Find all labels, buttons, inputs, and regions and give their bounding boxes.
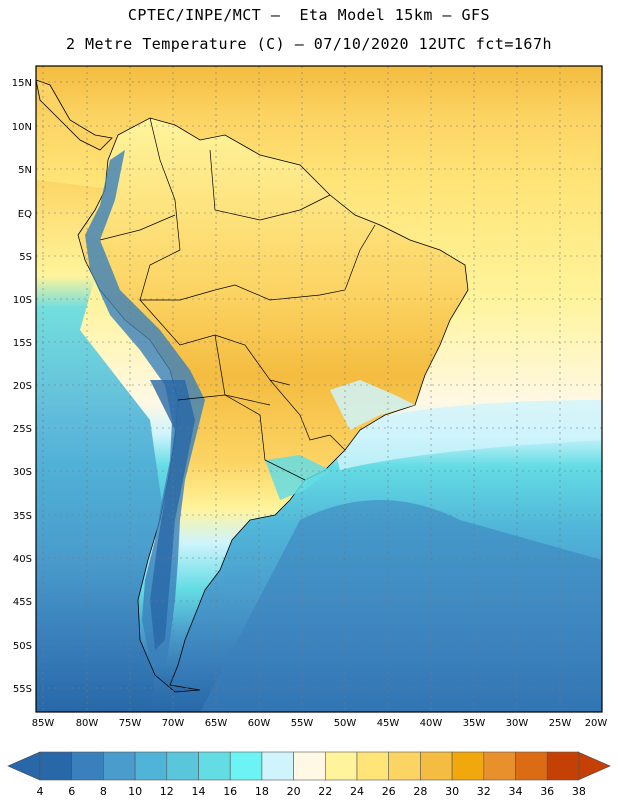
colorbar-segment: [324, 751, 358, 781]
andes-cold-region: [85, 150, 205, 670]
colorbar-segment: [546, 751, 580, 781]
colorbar-label: 14: [192, 785, 206, 798]
lon-label: 80W: [76, 718, 99, 729]
lon-label: 55W: [291, 718, 314, 729]
lat-label: 10N: [12, 122, 32, 133]
colorbar-label: 30: [445, 785, 459, 798]
lat-label: 5S: [19, 252, 32, 263]
colorbar-segment: [388, 751, 421, 781]
lat-label: 10S: [13, 295, 32, 306]
south-atlantic-cold-band: [200, 500, 602, 712]
southern-andes-coldest: [150, 380, 195, 650]
lat-label: 50S: [13, 641, 32, 652]
longitude-labels: 85W 80W 75W 70W 65W 60W 55W 50W 45W 40W …: [32, 718, 608, 729]
colorbar-label: 26: [382, 785, 396, 798]
colorbar-label: 38: [572, 785, 586, 798]
lon-label: 70W: [162, 718, 185, 729]
colorbar-label: 32: [477, 785, 491, 798]
lon-label: 25W: [549, 718, 572, 729]
colorbar-label: 24: [350, 785, 364, 798]
colorbar-label: 22: [318, 785, 332, 798]
colorbar-segment: [134, 751, 168, 781]
colorbar-segment: [71, 751, 104, 781]
colorbar-label: 12: [160, 785, 174, 798]
colorbar-label: 34: [509, 785, 523, 798]
lon-label: 20W: [585, 718, 608, 729]
colorbar-segment: [39, 751, 73, 781]
atlantic-cool-band: [330, 400, 602, 470]
latitude-labels: 15N 10N 5N EQ 5S 10S 15S 20S 25S 30S 35S…: [12, 78, 32, 695]
lon-label: 45W: [377, 718, 400, 729]
colorbar-segment: [420, 751, 453, 781]
lat-label: 45S: [13, 597, 32, 608]
southeast-brazil-cool: [330, 380, 415, 430]
colorbar-segment: [483, 751, 516, 781]
colorbar-label: 16: [223, 785, 237, 798]
lon-label: 50W: [334, 718, 357, 729]
graticule: [36, 66, 602, 712]
lat-label: 35S: [13, 511, 32, 522]
colorbar-under-arrow: [7, 751, 41, 781]
lon-label: 65W: [205, 718, 228, 729]
colorbar-label: 8: [100, 785, 107, 798]
lon-label: 35W: [463, 718, 486, 729]
colorbar-segment: [451, 751, 485, 781]
lat-label: 15N: [12, 78, 32, 89]
colorbar-segment: [515, 751, 548, 781]
colorbar-segment: [166, 751, 199, 781]
colorbar-over-arrow: [577, 751, 611, 781]
colorbar-segment: [261, 751, 294, 781]
colorbar-label: 36: [540, 785, 554, 798]
colorbar-label: 28: [413, 785, 427, 798]
lat-label: 15S: [13, 338, 32, 349]
temperature-colorbar: [7, 751, 611, 781]
pacific-ocean-field: [36, 180, 170, 712]
colorbar-label: 6: [68, 785, 75, 798]
lat-label: 40S: [13, 554, 32, 565]
lat-label: 25S: [13, 424, 32, 435]
map-subtitle: 2 Metre Temperature (C) – 07/10/2020 12U…: [65, 35, 553, 53]
lon-label: 40W: [420, 718, 443, 729]
colorbar-label: 20: [287, 785, 301, 798]
country-boundaries: [99, 117, 376, 481]
colorbar-segment: [293, 751, 326, 781]
lon-label: 85W: [32, 718, 55, 729]
colorbar-segment: [198, 751, 231, 781]
lat-label: 5N: [18, 165, 32, 176]
lon-label: 60W: [248, 718, 271, 729]
uruguay-cool-region: [265, 455, 330, 500]
colorbar-labels: 4 6 8 10 12 14 16 18 20 22 24 26 28 30 32 34 36 38: [37, 785, 586, 798]
central-america: [36, 79, 113, 151]
map-title: CPTEC/INPE/MCT – Eta Model 15km – GFS: [127, 6, 491, 24]
colorbar-segment: [356, 751, 390, 781]
lon-label: 30W: [506, 718, 529, 729]
map-frame: [35, 65, 603, 713]
lat-label: 30S: [13, 467, 32, 478]
colorbar-segment: [229, 751, 263, 781]
lon-label: 75W: [119, 718, 142, 729]
lat-label: 20S: [13, 381, 32, 392]
lat-label: 55S: [13, 684, 32, 695]
lat-label: EQ: [18, 209, 32, 220]
colorbar-label: 18: [255, 785, 269, 798]
colorbar-label: 4: [37, 785, 44, 798]
colorbar-segment: [103, 751, 136, 781]
colorbar-label: 10: [128, 785, 142, 798]
